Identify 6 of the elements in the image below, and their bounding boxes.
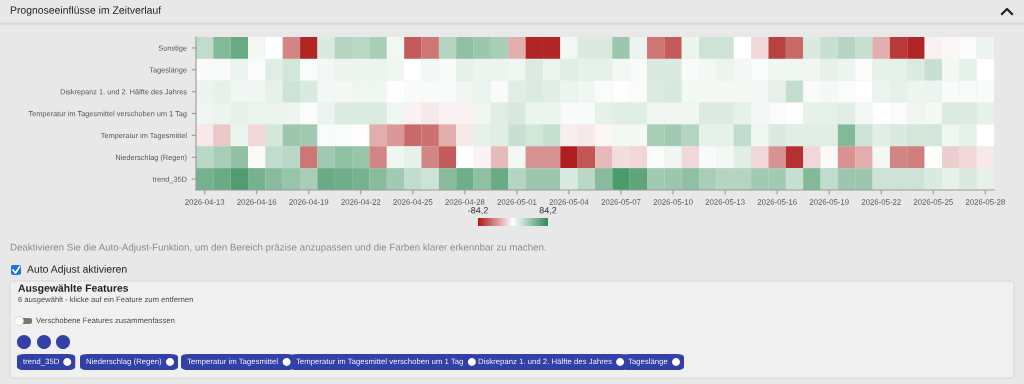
text: Prognoseeinflüsse im Zeitverlauf — [10, 6, 162, 16]
color-bar-label: 84,2 — [539, 207, 557, 215]
text: Deaktivieren Sie die Auto-Adjust-Funktion, um den Bereich präzise anzupassen und die Farben klarer erkennbar zu machen. — [10, 243, 546, 253]
text: Ausgewählte Features — [18, 284, 129, 294]
text: Auto Adjust aktivieren — [27, 265, 127, 275]
color-bar-label: -84,2 — [468, 207, 488, 215]
